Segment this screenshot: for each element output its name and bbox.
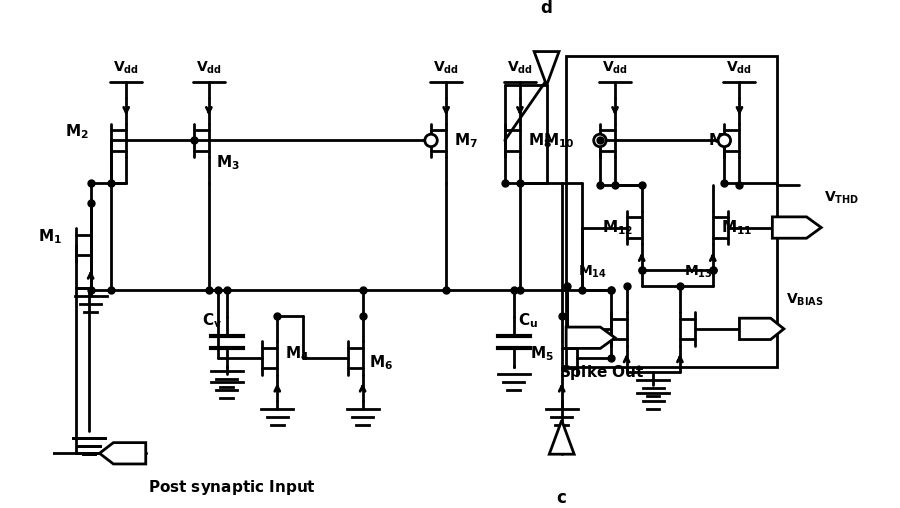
- Polygon shape: [534, 51, 559, 85]
- Text: $\mathbf{M_{10}}$: $\mathbf{M_{10}}$: [544, 131, 575, 150]
- Text: $\mathbf{Spike\ Out}$: $\mathbf{Spike\ Out}$: [559, 363, 644, 382]
- Text: $\mathbf{V_{BIAS}}$: $\mathbf{V_{BIAS}}$: [786, 291, 824, 307]
- Text: $\mathbf{V_{dd}}$: $\mathbf{V_{dd}}$: [507, 59, 533, 76]
- Text: $\mathbf{V_{THD}}$: $\mathbf{V_{THD}}$: [824, 190, 859, 206]
- Polygon shape: [566, 327, 615, 348]
- Bar: [566, 56, 777, 367]
- Text: $\mathbf{V_{dd}}$: $\mathbf{V_{dd}}$: [433, 59, 459, 76]
- Text: $\mathbf{M_3}$: $\mathbf{M_3}$: [216, 154, 239, 173]
- Circle shape: [594, 134, 606, 147]
- Polygon shape: [740, 318, 784, 339]
- Text: $\mathbf{V_{dd}}$: $\mathbf{V_{dd}}$: [726, 59, 752, 76]
- Text: $\mathbf{M_2}$: $\mathbf{M_2}$: [65, 122, 89, 141]
- Text: $\mathbf{M_{13}}$: $\mathbf{M_{13}}$: [684, 264, 713, 280]
- Polygon shape: [772, 217, 821, 238]
- Text: $\mathbf{M_{12}}$: $\mathbf{M_{12}}$: [602, 218, 634, 237]
- Text: $\mathbf{M_1}$: $\mathbf{M_1}$: [38, 227, 62, 246]
- Polygon shape: [549, 421, 574, 454]
- Text: $\mathbf{M_{11}}$: $\mathbf{M_{11}}$: [721, 218, 752, 237]
- Text: $\mathbf{V_{dd}}$: $\mathbf{V_{dd}}$: [113, 59, 140, 76]
- Text: $\mathbf{Post\ synaptic\ Input}$: $\mathbf{Post\ synaptic\ Input}$: [148, 478, 316, 497]
- Text: $\mathbf{C_v}$: $\mathbf{C_v}$: [202, 311, 222, 330]
- Circle shape: [718, 134, 731, 147]
- Text: $\mathbf{M_9}$: $\mathbf{M_9}$: [707, 131, 732, 150]
- Text: $\mathbf{M_5}$: $\mathbf{M_5}$: [530, 344, 554, 363]
- Text: $\mathbf{V_{dd}}$: $\mathbf{V_{dd}}$: [196, 59, 221, 76]
- Text: $\mathbf{M_{14}}$: $\mathbf{M_{14}}$: [578, 264, 607, 280]
- Text: $\mathbf{M_4}$: $\mathbf{M_4}$: [285, 344, 310, 363]
- Text: $\mathbf{M_7}$: $\mathbf{M_7}$: [454, 131, 478, 150]
- Text: $\mathbf{M_6}$: $\mathbf{M_6}$: [369, 353, 393, 372]
- Circle shape: [425, 134, 437, 147]
- Text: $\mathbf{V_{dd}}$: $\mathbf{V_{dd}}$: [602, 59, 628, 76]
- Text: $\mathbf{d}$: $\mathbf{d}$: [540, 0, 553, 17]
- Text: $\mathbf{c}$: $\mathbf{c}$: [556, 489, 567, 507]
- Text: $\mathbf{M_8}$: $\mathbf{M_8}$: [528, 131, 552, 150]
- Text: $\mathbf{C_u}$: $\mathbf{C_u}$: [518, 311, 538, 330]
- Polygon shape: [100, 442, 146, 464]
